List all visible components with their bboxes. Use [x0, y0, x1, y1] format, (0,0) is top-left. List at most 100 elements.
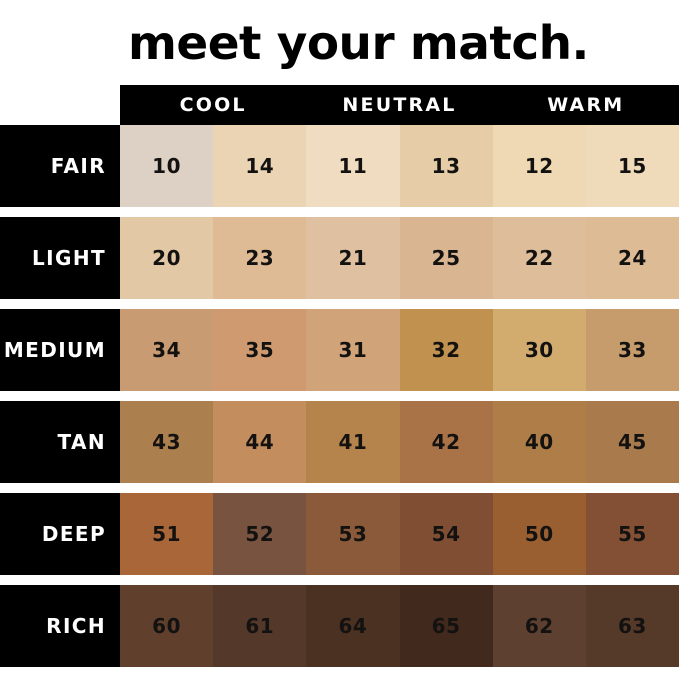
- shade-code: 30: [524, 338, 554, 362]
- shade-code: 23: [245, 246, 275, 270]
- shade-code: 20: [152, 246, 181, 270]
- shade-code: 14: [245, 154, 275, 178]
- shade-code: 43: [152, 430, 181, 454]
- shade-code: 61: [245, 614, 275, 638]
- shade-swatch[interactable]: 50: [492, 493, 586, 575]
- shade-code: 31: [338, 338, 368, 362]
- shade-rows: FAIR 10 14 11 13 12 15 LIGHT 20 23 21 25 22 24 MEDIUM 3…: [0, 125, 679, 679]
- row-label-deep: DEEP: [0, 493, 120, 575]
- shade-swatch[interactable]: 41: [306, 401, 400, 483]
- shade-swatch[interactable]: 24: [585, 217, 679, 299]
- shade-code: 50: [524, 522, 554, 546]
- shade-swatch[interactable]: 12: [492, 125, 586, 207]
- shade-swatch[interactable]: 43: [120, 401, 214, 483]
- shade-swatch[interactable]: 21: [306, 217, 400, 299]
- shade-code: 35: [245, 338, 275, 362]
- shade-code: 51: [152, 522, 181, 546]
- shade-swatch[interactable]: 22: [492, 217, 586, 299]
- row-label-tan: TAN: [0, 401, 120, 483]
- shade-swatch[interactable]: 23: [213, 217, 307, 299]
- shade-row: DEEP 51 52 53 54 50 55: [0, 493, 679, 575]
- shade-swatch[interactable]: 63: [585, 585, 679, 667]
- shade-code: 32: [431, 338, 461, 362]
- shade-swatch[interactable]: 11: [306, 125, 400, 207]
- shade-swatch[interactable]: 62: [492, 585, 586, 667]
- column-header-warm: WARM: [547, 94, 625, 116]
- shade-code: 13: [431, 154, 461, 178]
- shade-row: LIGHT 20 23 21 25 22 24: [0, 217, 679, 299]
- shade-row: RICH 60 61 64 65 62 63: [0, 585, 679, 667]
- shade-swatch[interactable]: 13: [399, 125, 493, 207]
- title-bar: meet your match.: [0, 0, 679, 85]
- swatch-group: 60 61 64 65 62 63: [120, 585, 679, 667]
- shade-swatch[interactable]: 33: [585, 309, 679, 391]
- shade-swatch[interactable]: 32: [399, 309, 493, 391]
- shade-code: 63: [618, 614, 647, 638]
- page-title: meet your match.: [128, 15, 589, 70]
- shade-code: 12: [524, 154, 554, 178]
- shade-swatch[interactable]: 55: [585, 493, 679, 575]
- shade-swatch[interactable]: 14: [213, 125, 307, 207]
- shade-code: 40: [524, 430, 554, 454]
- shade-swatch[interactable]: 45: [585, 401, 679, 483]
- column-header-cool: COOL: [179, 94, 247, 116]
- shade-swatch[interactable]: 15: [585, 125, 679, 207]
- shade-swatch[interactable]: 53: [306, 493, 400, 575]
- shade-code: 34: [152, 338, 181, 362]
- shade-swatch[interactable]: 35: [213, 309, 307, 391]
- shade-code: 52: [245, 522, 275, 546]
- shade-swatch[interactable]: 61: [213, 585, 307, 667]
- row-label-light: LIGHT: [0, 217, 120, 299]
- shade-code: 53: [338, 522, 368, 546]
- swatch-group: 20 23 21 25 22 24: [120, 217, 679, 299]
- shade-code: 21: [338, 246, 368, 270]
- swatch-group: 43 44 41 42 40 45: [120, 401, 679, 483]
- shade-swatch[interactable]: 44: [213, 401, 307, 483]
- shade-swatch[interactable]: 65: [399, 585, 493, 667]
- shade-swatch[interactable]: 51: [120, 493, 214, 575]
- shade-swatch[interactable]: 30: [492, 309, 586, 391]
- shade-code: 41: [338, 430, 368, 454]
- shade-code: 25: [431, 246, 461, 270]
- shade-swatch[interactable]: 60: [120, 585, 214, 667]
- swatch-group: 10 14 11 13 12 15: [120, 125, 679, 207]
- shade-swatch[interactable]: 54: [399, 493, 493, 575]
- shade-code: 22: [524, 246, 554, 270]
- shade-code: 15: [618, 154, 647, 178]
- shade-swatch[interactable]: 52: [213, 493, 307, 575]
- shade-code: 44: [245, 430, 275, 454]
- shade-code: 65: [431, 614, 461, 638]
- row-label-rich: RICH: [0, 585, 120, 667]
- shade-row: MEDIUM 34 35 31 32 30 33: [0, 309, 679, 391]
- shade-code: 10: [152, 154, 181, 178]
- shade-code: 64: [338, 614, 368, 638]
- shade-swatch[interactable]: 64: [306, 585, 400, 667]
- undertone-header-row: COOL NEUTRAL WARM: [0, 85, 679, 125]
- header-corner-spacer: [0, 85, 120, 125]
- shade-swatch[interactable]: 20: [120, 217, 214, 299]
- shade-swatch[interactable]: 25: [399, 217, 493, 299]
- shade-swatch[interactable]: 40: [492, 401, 586, 483]
- shade-code: 45: [618, 430, 647, 454]
- shade-code: 62: [524, 614, 554, 638]
- shade-grid: COOL NEUTRAL WARM FAIR 10 14 11 13 12 15 LIGHT 2…: [0, 85, 679, 679]
- shade-row: FAIR 10 14 11 13 12 15: [0, 125, 679, 207]
- shade-swatch[interactable]: 31: [306, 309, 400, 391]
- shade-code: 33: [618, 338, 647, 362]
- column-header-neutral: NEUTRAL: [342, 94, 457, 116]
- shade-code: 55: [618, 522, 647, 546]
- swatch-group: 34 35 31 32 30 33: [120, 309, 679, 391]
- shade-code: 11: [338, 154, 368, 178]
- shade-code: 42: [431, 430, 461, 454]
- shade-code: 24: [618, 246, 647, 270]
- shade-code: 54: [431, 522, 461, 546]
- shade-swatch[interactable]: 42: [399, 401, 493, 483]
- shade-swatch[interactable]: 34: [120, 309, 214, 391]
- row-label-fair: FAIR: [0, 125, 120, 207]
- swatch-group: 51 52 53 54 50 55: [120, 493, 679, 575]
- shade-row: TAN 43 44 41 42 40 45: [0, 401, 679, 483]
- shade-swatch[interactable]: 10: [120, 125, 214, 207]
- row-label-medium: MEDIUM: [0, 309, 120, 391]
- undertone-header-cells: COOL NEUTRAL WARM: [120, 85, 679, 125]
